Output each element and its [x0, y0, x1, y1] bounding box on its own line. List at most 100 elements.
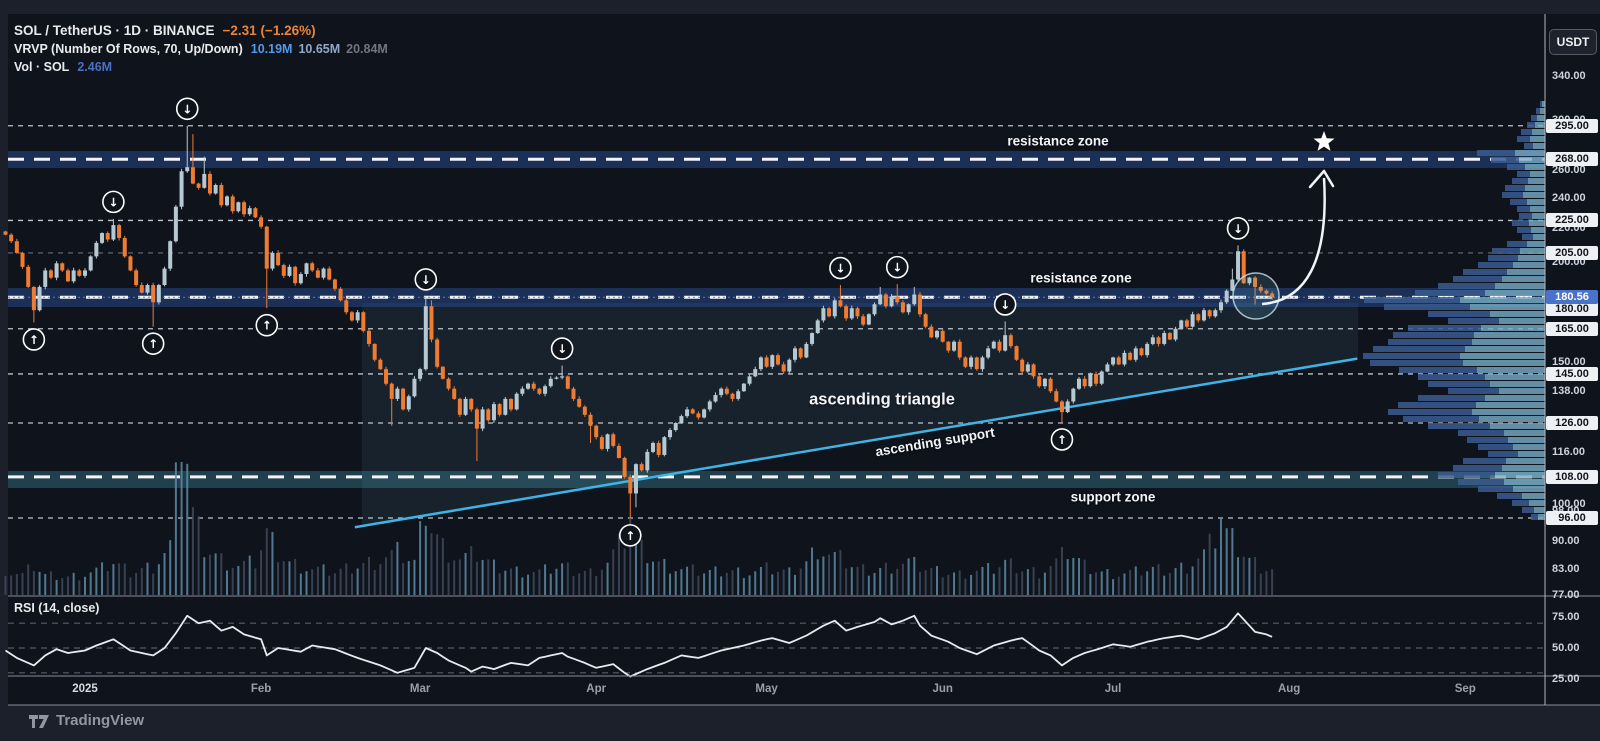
profile-row-up	[1438, 283, 1495, 289]
price-tick-90[interactable]: 90.00	[1552, 534, 1580, 547]
price-tick-138[interactable]: 138.00	[1552, 385, 1586, 398]
profile-row-up	[1428, 423, 1490, 429]
candle-body	[281, 265, 286, 276]
price-zone-label-180[interactable]: 180.00	[1546, 302, 1598, 316]
marker-arrow-down-circle-icon[interactable]: ↓	[829, 256, 852, 280]
candle-body	[367, 330, 371, 344]
price-tick-150[interactable]: 150.00	[1552, 356, 1586, 369]
time-label-May[interactable]: May	[755, 683, 778, 695]
price-tick-240[interactable]: 240.00	[1552, 191, 1586, 204]
vrvp-legend-row[interactable]: VRVP (Number Of Rows, 70, Up/Down) 10.19M…	[14, 40, 388, 58]
price-tick-83[interactable]: 83.00	[1552, 562, 1580, 575]
profile-row-up	[1453, 276, 1502, 282]
profile-row-up	[1448, 318, 1499, 324]
volume-bar	[1197, 558, 1200, 595]
star-target-icon[interactable]	[1313, 131, 1335, 151]
price-tick-116[interactable]: 116.00	[1552, 445, 1586, 458]
annotation-resistance-zone-mid[interactable]: resistance zone	[1030, 270, 1132, 286]
annotation-resistance-zone-top[interactable]: resistance zone	[1007, 133, 1109, 149]
price-zone-label-225[interactable]: 225.00	[1546, 213, 1598, 228]
candle-body	[929, 326, 934, 338]
volume-bar	[816, 559, 819, 595]
marker-arrow-down-circle-icon[interactable]: ↓	[550, 337, 574, 360]
symbol-legend-row[interactable]: SOL / TetherUS · 1D · BINANCE −2.31 (−1.2…	[14, 22, 388, 40]
price-zone-label-295[interactable]: 295.00	[1546, 118, 1598, 133]
volume-bar	[1140, 575, 1143, 595]
time-label-Sep[interactable]: Sep	[1454, 683, 1476, 695]
price-zone-label-165[interactable]: 165.00	[1546, 321, 1598, 336]
time-label-Mar[interactable]: Mar	[409, 683, 431, 695]
price-tick-100[interactable]: 100.00	[1552, 497, 1586, 510]
ascending-support-trendline[interactable]	[354, 357, 1358, 529]
volume-bar	[1191, 566, 1194, 595]
marker-arrow-down-circle-icon[interactable]: ↓	[993, 293, 1017, 316]
profile-row-up	[1408, 325, 1481, 331]
volume-bar	[1112, 579, 1115, 595]
marker-arrow-down-circle-icon[interactable]: ↓	[885, 255, 909, 279]
price-zone-label-96[interactable]: 96.00	[1546, 511, 1598, 526]
rsi-tick-50[interactable]: 50.00	[1552, 642, 1580, 654]
candle-body	[20, 252, 25, 267]
volume-bar	[981, 566, 984, 595]
marker-arrow-up-circle-icon[interactable]: ↑	[255, 313, 279, 337]
time-label-Jul[interactable]: Jul	[1104, 683, 1122, 695]
tradingview-watermark[interactable]: TradingView	[28, 712, 144, 729]
currency-toggle-button[interactable]: USDT	[1549, 29, 1597, 55]
marker-arrow-up-circle-icon[interactable]: ↑	[141, 332, 165, 355]
candle-body	[940, 330, 945, 342]
time-label-Jun[interactable]: Jun	[932, 683, 953, 695]
marker-arrow-down-circle-icon[interactable]: ↓	[102, 190, 125, 214]
marker-arrow-up-circle-icon[interactable]: ↑	[22, 328, 46, 351]
price-tick-77[interactable]: 77.00	[1552, 589, 1580, 602]
profile-row-up	[1453, 465, 1502, 471]
volume-legend-row[interactable]: Vol · SOL 2.46M	[14, 58, 388, 76]
marker-arrow-down-circle-icon[interactable]: ↓	[414, 268, 438, 291]
annotation-ascending-triangle[interactable]: ascending triangle	[809, 390, 955, 409]
price-tick-340[interactable]: 340.00	[1552, 70, 1586, 83]
rsi-legend[interactable]: RSI (14, close)	[14, 601, 100, 615]
price-zone-label-268[interactable]: 268.00	[1546, 152, 1598, 167]
marker-arrow-up-circle-icon[interactable]: ↑	[1050, 428, 1074, 451]
ascending-triangle-fill[interactable]	[362, 303, 1358, 527]
profile-row-down	[1538, 514, 1545, 520]
projection-arrow-curve[interactable]	[1261, 177, 1326, 306]
marker-arrow-up-circle-icon[interactable]: ↑	[618, 524, 642, 547]
rsi-tick-75[interactable]: 75.00	[1552, 611, 1580, 623]
candle-body	[287, 266, 292, 276]
time-label-2025[interactable]: 2025	[72, 683, 98, 695]
volume-bar	[1049, 565, 1052, 595]
volume-bar	[896, 568, 899, 595]
price-zone-label-205[interactable]: 205.00	[1546, 245, 1598, 260]
price-tick-260[interactable]: 260.00	[1552, 163, 1586, 176]
candle-body	[696, 413, 701, 418]
chart-legend[interactable]: SOL / TetherUS · 1D · BINANCE −2.31 (−1.2…	[14, 22, 388, 76]
profile-row-down	[1520, 248, 1545, 254]
candle-body	[741, 383, 746, 392]
candle-body	[207, 173, 212, 194]
time-label-Feb[interactable]: Feb	[250, 683, 272, 695]
time-label-Apr[interactable]: Apr	[586, 683, 607, 695]
annotation-support-zone[interactable]: support zone	[1070, 489, 1156, 505]
volume-bar	[368, 557, 370, 595]
highlight-circle[interactable]	[1232, 272, 1280, 320]
profile-row-down	[1490, 381, 1545, 387]
marker-arrow-down-circle-icon[interactable]: ↓	[175, 97, 199, 121]
profile-row-up	[1399, 367, 1477, 373]
price-zone-label-126[interactable]: 126.00	[1546, 416, 1598, 430]
last-price-label[interactable]: 180.56	[1546, 290, 1598, 305]
candle-body	[969, 357, 974, 367]
price-zone-label-108[interactable]: 108.00	[1546, 469, 1598, 484]
candle-body	[810, 333, 815, 344]
price-zone-label-145[interactable]: 145.00	[1546, 366, 1598, 381]
volume-bar	[1100, 571, 1103, 595]
support-zone-band[interactable]	[8, 471, 1545, 488]
candle-body	[900, 302, 905, 313]
candle-body	[1156, 337, 1161, 344]
candle-body	[139, 285, 144, 293]
marker-arrow-down-circle-icon[interactable]: ↓	[1226, 217, 1250, 240]
candle-body	[565, 376, 570, 389]
rsi-tick-25[interactable]: 25.00	[1552, 673, 1580, 685]
time-label-Aug[interactable]: Aug	[1277, 683, 1301, 695]
volume-bar	[623, 548, 626, 595]
